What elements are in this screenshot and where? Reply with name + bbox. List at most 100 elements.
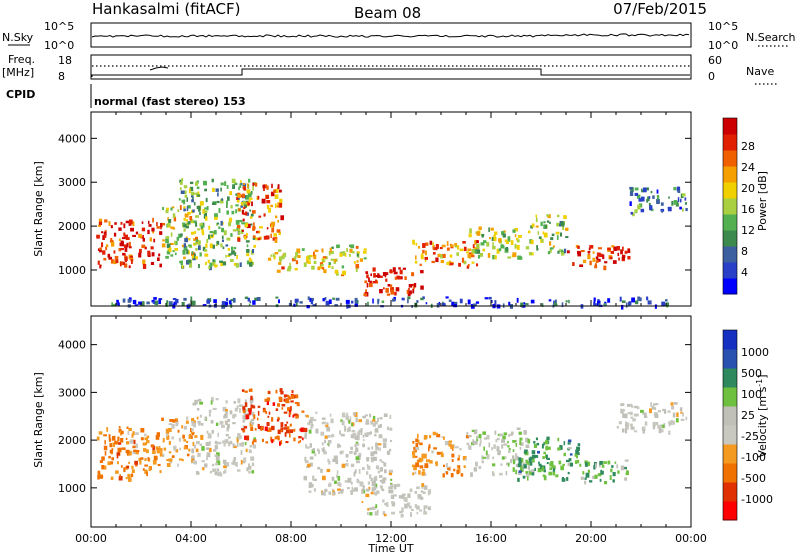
range-cell bbox=[254, 428, 257, 431]
range-cell bbox=[311, 297, 314, 301]
range-cell bbox=[567, 471, 570, 475]
range-cell bbox=[295, 394, 299, 399]
range-cell bbox=[275, 408, 279, 411]
range-cell bbox=[365, 421, 370, 425]
range-cell bbox=[246, 212, 249, 216]
range-cell bbox=[243, 186, 247, 191]
range-cell bbox=[196, 186, 200, 190]
range-cell bbox=[391, 298, 396, 302]
range-cell bbox=[244, 426, 248, 429]
range-cell bbox=[467, 253, 472, 258]
range-cell bbox=[123, 467, 126, 473]
range-cell bbox=[631, 405, 634, 408]
range-cell bbox=[111, 435, 116, 441]
range-cell bbox=[180, 260, 183, 266]
range-cell bbox=[151, 299, 155, 303]
range-cell bbox=[646, 198, 649, 203]
range-cell bbox=[350, 490, 353, 495]
range-cell bbox=[325, 256, 328, 260]
range-cell bbox=[308, 429, 312, 434]
range-cell bbox=[383, 513, 387, 517]
range-cell bbox=[462, 241, 466, 244]
range-cell bbox=[514, 234, 517, 238]
range-cell bbox=[193, 238, 195, 241]
range-cell bbox=[627, 256, 631, 260]
range-cell bbox=[285, 430, 290, 434]
range-cell bbox=[304, 432, 307, 437]
range-cell bbox=[429, 460, 433, 464]
range-cell bbox=[265, 235, 270, 240]
range-cell bbox=[668, 196, 670, 199]
range-cell bbox=[508, 301, 511, 306]
range-cell bbox=[230, 233, 233, 237]
range-cell bbox=[130, 227, 134, 232]
range-cell bbox=[598, 462, 601, 468]
range-cell bbox=[128, 450, 132, 456]
range-cell bbox=[101, 242, 104, 248]
range-cell bbox=[541, 303, 544, 307]
cpid-text: normal (fast stereo) 153 bbox=[94, 95, 246, 108]
range-cell bbox=[355, 268, 358, 272]
range-cell bbox=[486, 241, 490, 247]
range-cell bbox=[589, 245, 594, 249]
range-cell bbox=[162, 438, 165, 443]
range-cell bbox=[609, 475, 612, 480]
range-cell bbox=[503, 432, 508, 436]
range-cell bbox=[374, 491, 378, 495]
range-cell bbox=[309, 456, 314, 460]
range-cell bbox=[425, 250, 427, 256]
range-cell bbox=[484, 297, 489, 300]
range-cell bbox=[248, 178, 251, 183]
range-cell bbox=[518, 470, 522, 473]
range-cell bbox=[473, 467, 477, 472]
range-cell bbox=[186, 249, 189, 255]
range-cell bbox=[612, 260, 617, 264]
range-cell bbox=[132, 299, 137, 305]
range-cell bbox=[280, 422, 284, 427]
range-cell bbox=[231, 250, 235, 255]
range-cell bbox=[168, 423, 172, 426]
range-cell bbox=[128, 265, 131, 269]
range-cell bbox=[268, 207, 271, 213]
range-cell bbox=[192, 441, 195, 447]
range-cell bbox=[168, 247, 172, 252]
range-cell bbox=[204, 253, 209, 257]
range-cell bbox=[470, 472, 473, 477]
range-cell bbox=[630, 211, 633, 215]
range-cell bbox=[626, 470, 629, 475]
range-cell bbox=[512, 229, 516, 233]
range-cell bbox=[283, 427, 288, 430]
range-cell bbox=[256, 230, 259, 234]
noise-right-tick-high: 10^5 bbox=[708, 20, 738, 33]
range-cell bbox=[308, 254, 313, 258]
range-cell bbox=[441, 244, 446, 248]
range-cell bbox=[512, 440, 516, 443]
range-cell bbox=[117, 447, 122, 453]
range-cell bbox=[379, 289, 383, 294]
range-cell bbox=[370, 431, 372, 435]
range-cell bbox=[134, 304, 138, 307]
range-cell bbox=[324, 297, 327, 301]
range-cell bbox=[658, 425, 663, 429]
range-cell bbox=[543, 451, 546, 455]
colorbar-segment bbox=[723, 463, 737, 483]
colorbar-segment bbox=[723, 425, 737, 445]
range-cell bbox=[182, 222, 186, 225]
colorbar-tick-label: 16 bbox=[741, 203, 755, 216]
freq-tick-high: 18 bbox=[58, 54, 72, 67]
range-cell bbox=[204, 463, 208, 468]
range-cell bbox=[97, 260, 100, 265]
range-cell bbox=[341, 450, 344, 454]
range-cell bbox=[197, 452, 201, 457]
range-cell bbox=[116, 453, 119, 459]
range-cell bbox=[127, 477, 132, 482]
range-cell bbox=[351, 436, 355, 439]
range-cell bbox=[549, 467, 552, 471]
range-cell bbox=[248, 463, 250, 468]
range-cell bbox=[523, 451, 528, 454]
range-cell bbox=[488, 296, 492, 300]
range-cell bbox=[183, 245, 188, 251]
range-cell bbox=[274, 239, 278, 243]
range-cell bbox=[641, 426, 646, 431]
range-cell bbox=[208, 265, 211, 270]
